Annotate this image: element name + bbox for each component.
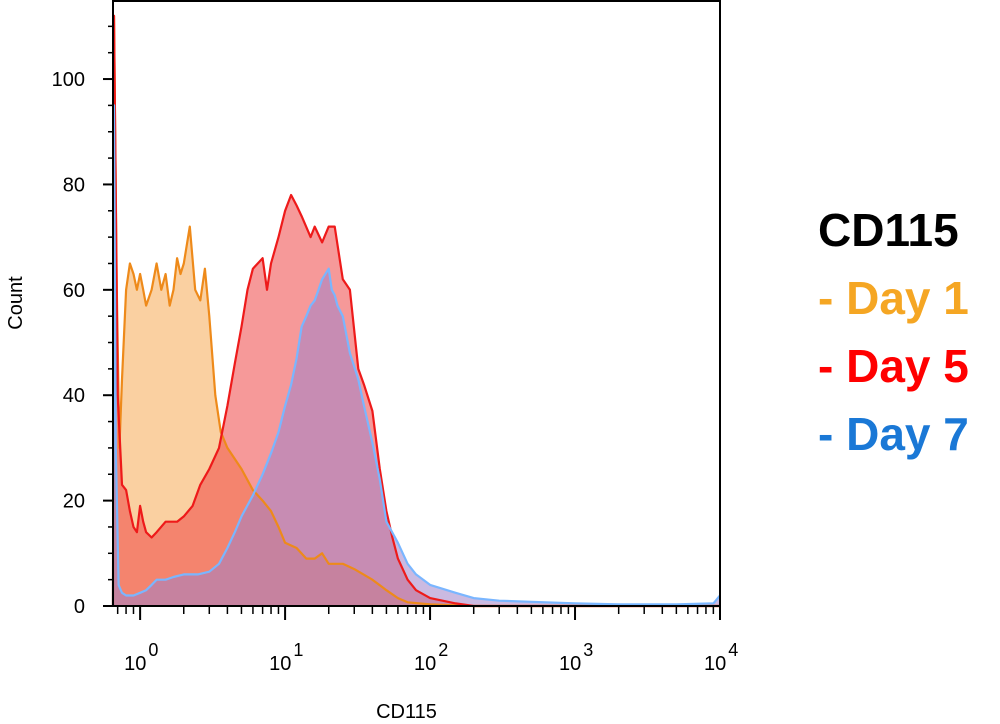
- series-line-day-1: [111, 14, 720, 608]
- x-tick-label: 102: [414, 640, 448, 675]
- legend: CD115 - Day 1 - Day 5 - Day 7: [818, 196, 969, 468]
- y-tick-label: 60: [63, 280, 85, 302]
- y-axis-label: Count: [5, 276, 27, 330]
- y-tick-label: 80: [63, 174, 85, 196]
- legend-item-day-5: - Day 5: [818, 340, 969, 392]
- series-line-day-5: [111, 14, 720, 608]
- series-area-day-7: [113, 105, 720, 607]
- y-tick-label: 20: [63, 491, 85, 513]
- x-tick-label: 101: [269, 640, 303, 675]
- x-tick-label: 103: [559, 640, 593, 675]
- x-axis-label: CD115: [376, 701, 437, 723]
- x-tick-label: 104: [704, 640, 738, 675]
- y-tick-label: 100: [52, 69, 85, 91]
- series-line-day-7: [111, 104, 721, 607]
- legend-item-day-7: - Day 7: [818, 408, 969, 460]
- y-tick-label: 40: [63, 385, 85, 407]
- legend-title: CD115: [818, 204, 959, 256]
- legend-item-day-1: - Day 1: [818, 272, 969, 324]
- series-area-day-5: [113, 15, 720, 607]
- x-tick-label: 100: [124, 640, 158, 675]
- y-tick-label: 0: [74, 596, 85, 618]
